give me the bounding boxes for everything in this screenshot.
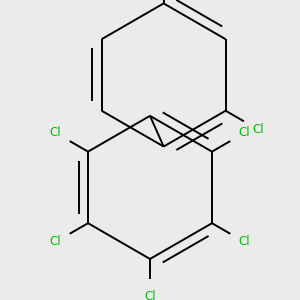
Text: Cl: Cl [238,236,250,248]
Text: Cl: Cl [50,236,62,248]
Text: Cl: Cl [252,123,264,136]
Text: Cl: Cl [50,126,62,140]
Text: Cl: Cl [144,290,156,300]
Text: Cl: Cl [238,126,250,140]
